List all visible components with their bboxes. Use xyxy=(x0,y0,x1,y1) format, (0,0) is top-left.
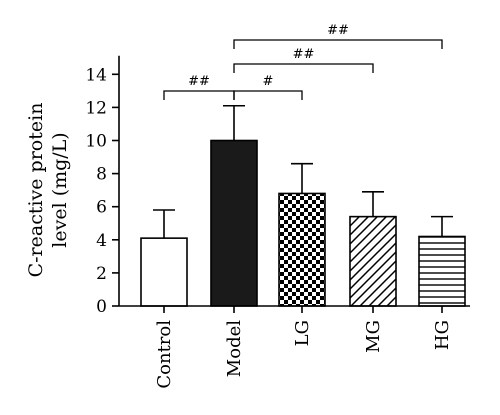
y-tick-label: 2 xyxy=(96,264,107,284)
y-axis-label-line1: C-reactive protein xyxy=(25,103,47,278)
significance-label: ## xyxy=(327,23,349,38)
x-tick-label: Control xyxy=(154,320,175,389)
y-tick-label: 0 xyxy=(96,297,107,317)
bar-hg xyxy=(418,235,466,307)
significance-brackets: ## ##### xyxy=(163,23,443,100)
significance-label: ## xyxy=(188,74,210,89)
significance-label: ## xyxy=(293,47,315,62)
error-bars xyxy=(153,104,453,239)
bar-lg xyxy=(278,192,326,307)
significance-bracket xyxy=(233,90,303,100)
y-axis: 0 2 4 6 8 10 12 14 xyxy=(85,55,120,317)
y-axis-label-line2: level (mg/L) xyxy=(49,132,71,247)
significance-bracket xyxy=(233,39,443,49)
y-tick-label: 12 xyxy=(85,98,107,118)
significance-label: # xyxy=(263,74,274,89)
x-tick-label: LG xyxy=(292,320,313,346)
significance-bracket xyxy=(163,90,235,100)
y-tick-label: 8 xyxy=(96,165,107,185)
y-tick-label: 14 xyxy=(85,65,107,85)
x-tick-label: MG xyxy=(363,320,384,353)
significance-bracket xyxy=(233,63,374,73)
bar-model xyxy=(210,139,258,307)
x-axis: Control Model LG MG HG xyxy=(119,305,470,389)
x-tick-label: HG xyxy=(432,320,453,350)
bars xyxy=(140,139,466,307)
y-tick-label: 10 xyxy=(85,132,107,152)
y-tick-label: 4 xyxy=(96,231,107,251)
bar-control xyxy=(140,237,188,307)
y-tick-label: 6 xyxy=(96,198,107,218)
x-tick-label: Model xyxy=(224,320,245,377)
bar-mg xyxy=(349,215,397,307)
